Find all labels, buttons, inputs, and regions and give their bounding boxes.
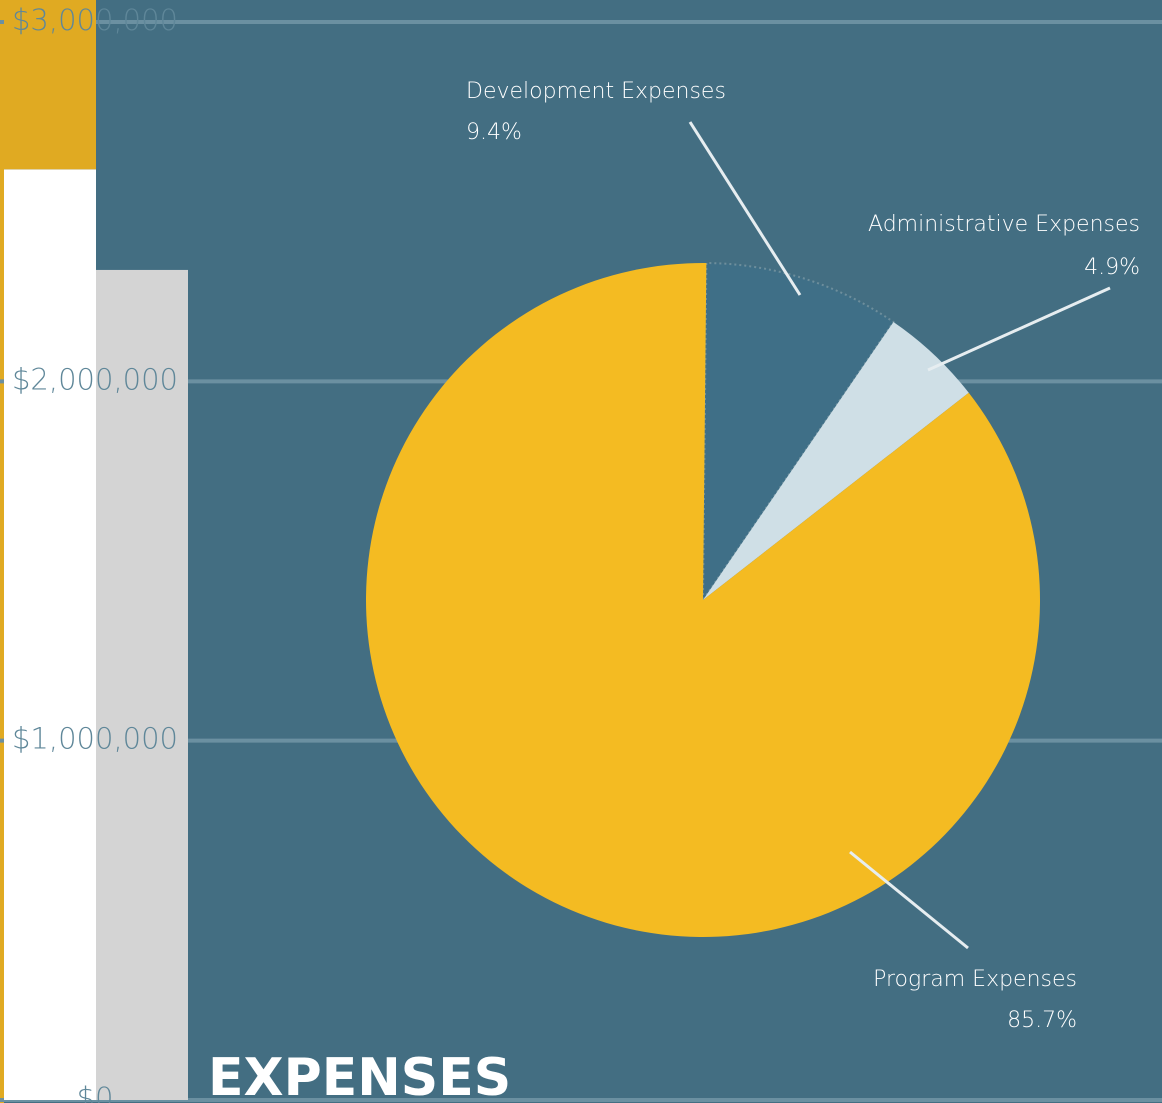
bar	[96, 269, 188, 1100]
bar	[4, 0, 96, 170]
y-tick-label: $0	[77, 1081, 114, 1103]
leader-line	[849, 850, 969, 950]
pie-slice	[366, 263, 1040, 938]
leader-line	[688, 121, 802, 296]
chart-title: EXPENSES	[208, 1048, 511, 1103]
slice-value-label: 85.7%	[1007, 1008, 1077, 1033]
slice-label: Administrative Expenses	[868, 212, 1140, 237]
y-tick-label: $2,000,000	[12, 362, 178, 396]
pie-slice	[701, 262, 895, 604]
leader-line	[927, 286, 1111, 372]
slice-label: Development Expenses	[466, 79, 726, 104]
slice-label: Program Expenses	[873, 967, 1077, 992]
edge-stripe	[0, 0, 4, 1103]
pie-slice	[703, 321, 969, 600]
slice-value-label: 4.9%	[1084, 255, 1140, 280]
slice-value-label: 9.4%	[466, 120, 522, 145]
bar	[4, 169, 96, 1100]
y-tick-label: $3,000,000	[12, 3, 178, 37]
y-tick-label: $1,000,000	[12, 722, 178, 756]
